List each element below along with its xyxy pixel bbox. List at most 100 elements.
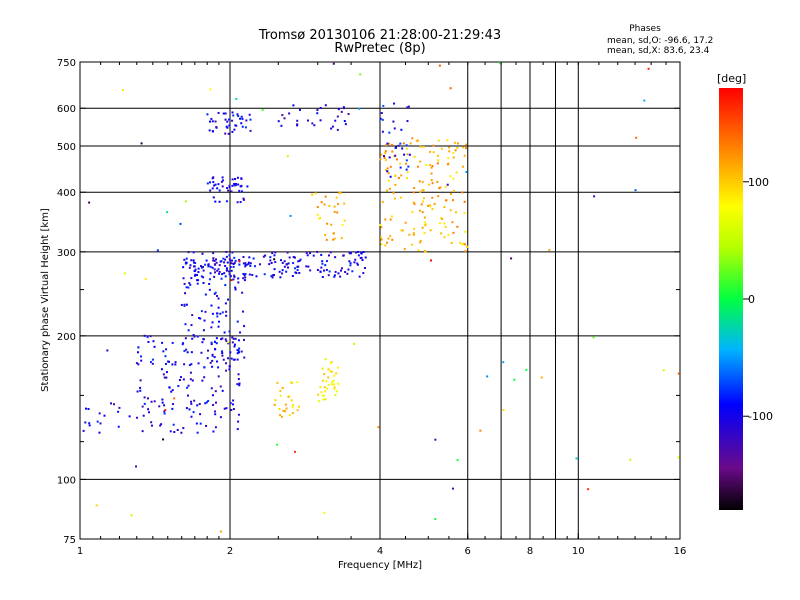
data-point xyxy=(393,102,396,105)
data-point xyxy=(274,399,277,402)
data-point xyxy=(334,256,337,259)
data-point xyxy=(338,191,341,194)
data-point xyxy=(333,274,336,277)
data-point xyxy=(438,64,441,67)
data-point xyxy=(285,407,288,410)
data-point xyxy=(237,378,240,381)
y-tick-label: 100 xyxy=(57,475,76,486)
data-point xyxy=(241,291,244,294)
data-point xyxy=(450,242,453,245)
data-point xyxy=(202,338,205,341)
data-point xyxy=(221,350,224,353)
data-point xyxy=(233,274,236,277)
data-point xyxy=(148,411,151,414)
data-point xyxy=(323,373,326,376)
data-point xyxy=(194,268,197,271)
data-point xyxy=(228,184,231,187)
data-point xyxy=(187,329,190,332)
data-point xyxy=(341,223,344,226)
data-point xyxy=(441,217,444,220)
data-point xyxy=(419,190,422,193)
data-point xyxy=(206,113,209,116)
data-point xyxy=(349,262,352,265)
data-point xyxy=(293,256,296,259)
data-point xyxy=(316,206,319,209)
data-point xyxy=(280,124,283,127)
data-point xyxy=(217,111,220,114)
data-point xyxy=(204,310,207,313)
data-point xyxy=(330,223,333,226)
data-point xyxy=(233,275,236,278)
data-point xyxy=(421,200,424,203)
data-point xyxy=(198,403,201,406)
data-point xyxy=(201,379,204,382)
data-point xyxy=(246,185,249,188)
data-point xyxy=(172,423,175,426)
stats-o-line: mean, sd,O: -96.6, 17.2 xyxy=(607,36,713,46)
data-point xyxy=(333,383,336,386)
data-point xyxy=(201,252,204,255)
data-point xyxy=(384,169,387,172)
data-point xyxy=(335,390,338,393)
data-point xyxy=(386,142,389,145)
x-tick-label: 16 xyxy=(674,546,687,557)
data-point xyxy=(357,250,360,253)
data-point xyxy=(443,236,446,239)
data-point xyxy=(182,427,185,430)
data-point xyxy=(248,256,251,259)
data-point xyxy=(212,196,215,199)
data-point xyxy=(452,231,455,234)
data-point xyxy=(128,415,131,418)
data-point xyxy=(344,123,347,126)
data-point xyxy=(188,266,191,269)
data-point xyxy=(337,382,340,385)
data-point xyxy=(299,258,302,261)
data-point xyxy=(243,356,246,359)
data-point xyxy=(293,450,296,453)
data-point xyxy=(237,413,240,416)
data-point xyxy=(242,198,245,201)
data-point xyxy=(393,127,396,130)
data-point xyxy=(195,422,198,425)
data-point xyxy=(224,118,227,121)
data-point xyxy=(180,431,183,434)
data-point xyxy=(419,209,422,212)
data-point xyxy=(286,155,289,158)
data-point xyxy=(161,398,164,401)
data-point xyxy=(177,385,180,388)
data-point xyxy=(327,383,330,386)
data-point xyxy=(223,272,226,275)
data-point xyxy=(337,203,340,206)
data-point xyxy=(243,325,246,328)
data-point xyxy=(248,113,251,116)
data-point xyxy=(463,200,466,203)
data-point xyxy=(214,390,217,393)
data-point xyxy=(236,349,239,352)
data-point xyxy=(106,349,109,352)
data-point xyxy=(183,304,186,307)
data-point xyxy=(329,362,332,365)
data-point xyxy=(348,260,351,263)
data-point xyxy=(446,163,449,166)
data-point xyxy=(98,412,101,415)
data-point xyxy=(162,350,165,353)
data-point xyxy=(428,204,431,207)
data-point xyxy=(430,172,433,175)
data-point xyxy=(172,403,175,406)
data-point xyxy=(232,399,235,402)
data-point xyxy=(194,261,197,264)
data-point xyxy=(181,343,184,346)
data-point xyxy=(298,259,301,262)
data-point xyxy=(479,429,482,432)
data-point xyxy=(386,170,389,173)
data-point xyxy=(323,386,326,389)
data-point xyxy=(233,184,236,187)
data-point xyxy=(208,288,211,291)
data-point xyxy=(230,357,233,360)
data-point xyxy=(394,154,397,157)
data-point xyxy=(380,153,383,156)
data-point xyxy=(197,362,200,365)
data-point xyxy=(291,381,294,384)
data-point xyxy=(281,272,284,275)
data-point xyxy=(333,374,336,377)
